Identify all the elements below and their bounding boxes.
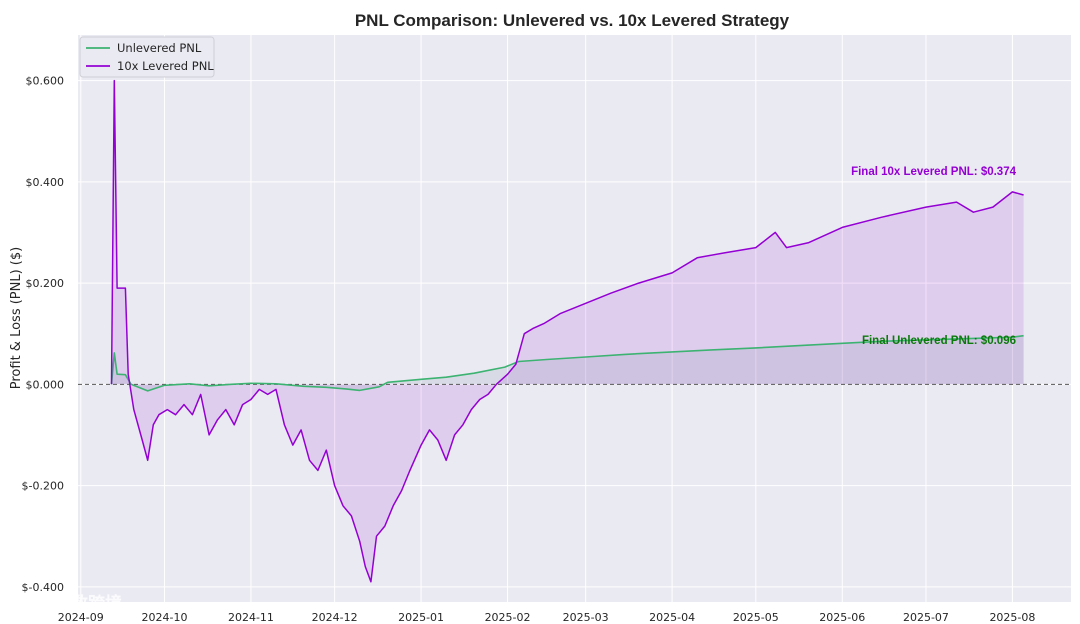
x-tick-label: 2024-09 — [58, 611, 104, 624]
series-line-unlevered — [110, 334, 1024, 392]
y-tick-label: $-0.400 — [22, 581, 64, 594]
area-fill-levered — [111, 80, 1024, 582]
x-tick-label: 2025-02 — [485, 611, 531, 624]
y-axis-ticks: $-0.400 $-0.200 $0.000 $0.200 $0.400 $0.600 — [22, 75, 64, 594]
watermark-text: 大数跨境 — [54, 593, 122, 614]
x-tick-label: 2025-06 — [819, 611, 865, 624]
legend-box — [79, 36, 215, 78]
x-tick-label: 2025-07 — [903, 611, 949, 624]
y-tick-label: $0.000 — [26, 378, 65, 391]
fill-layer — [111, 80, 1024, 582]
y-axis-label: Profit & Loss (PNL) ($) — [9, 247, 24, 389]
series-line-levered — [110, 79, 1024, 583]
y-tick-label: $0.600 — [26, 75, 65, 88]
legend-label-levered: 10x Levered PNL — [117, 59, 214, 73]
watermark: 大数跨境 — [13, 592, 122, 614]
y-tick-label: $-0.200 — [22, 480, 64, 493]
x-tick-label: 2025-01 — [398, 611, 444, 624]
x-tick-label: 2025-05 — [733, 611, 779, 624]
x-tick-label: 2025-04 — [649, 611, 695, 624]
area-fill-unlevered — [111, 335, 1024, 391]
x-axis-ticks: 2024-09 2024-10 2024-11 2024-12 2025-01 2025-… — [58, 611, 1036, 624]
x-tick-label: 2024-12 — [312, 611, 358, 624]
annotation-levered-final: Final 10x Levered PNL: $0.374 — [851, 166, 1017, 178]
y-tick-label: $0.200 — [26, 277, 65, 290]
plot-area — [78, 35, 1071, 602]
chart-title: PNL Comparison: Unlevered vs. 10x Levere… — [355, 11, 790, 30]
series-lines — [110, 79, 1024, 583]
y-tick-label: $0.400 — [26, 176, 65, 189]
watermark-logo-icon — [13, 593, 31, 611]
legend: Unlevered PNL 10x Levered PNL — [79, 36, 215, 78]
x-tick-label: 2024-10 — [141, 611, 187, 624]
legend-label-unlevered: Unlevered PNL — [117, 41, 202, 55]
x-tick-label: 2025-03 — [563, 611, 609, 624]
x-tick-label: 2024-11 — [228, 611, 274, 624]
watermark-logo-icon-dot — [32, 592, 44, 604]
x-tick-label: 2025-08 — [989, 611, 1035, 624]
annotation-unlevered-final: Final Unlevered PNL: $0.096 — [862, 335, 1016, 347]
